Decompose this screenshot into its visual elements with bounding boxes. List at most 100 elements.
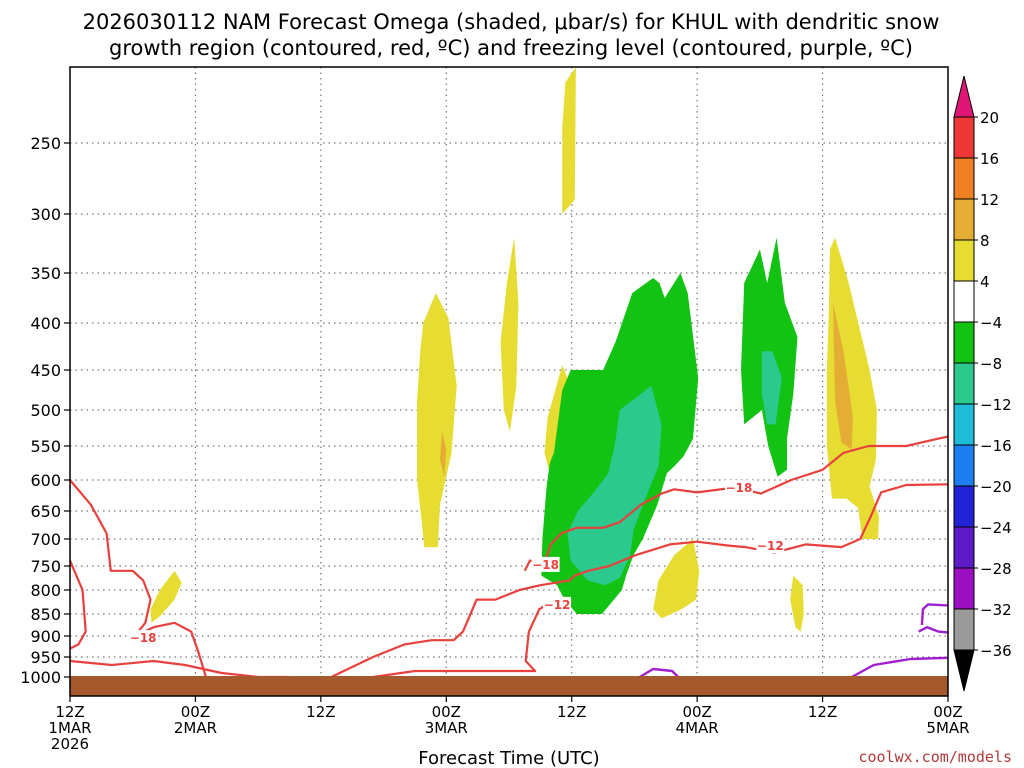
xtick-label: 2026 (51, 735, 89, 753)
ytick-label: 900 (30, 627, 61, 646)
contour-label: −12 (544, 598, 571, 612)
colorbar-top-arrow (953, 75, 975, 118)
xtick-label: 12Z (306, 703, 335, 721)
xtick-label: 00Z (682, 703, 711, 721)
dendritic-contour-6 (372, 604, 547, 679)
x-axis-title: Forecast Time (UTC) (418, 748, 599, 768)
xtick-label: 00Z (432, 703, 461, 721)
dendritic-contour-3 (70, 560, 87, 650)
xtick-label: 1MAR (48, 719, 91, 737)
colorbar-swatch (953, 608, 975, 651)
xtick-label: 12Z (557, 703, 586, 721)
colorbar-label: −4 (980, 314, 1002, 332)
chart-title-line2: growth region (contoured, red, ºC) and f… (109, 36, 913, 60)
contour-label: −12 (757, 539, 784, 553)
ytick-label: 350 (30, 264, 61, 283)
colorbar-swatch (953, 116, 975, 159)
freezing-contour-2 (918, 626, 948, 634)
colorbar-label: −12 (980, 396, 1012, 414)
ytick-label: 600 (30, 471, 61, 490)
colorbar-label: 8 (980, 232, 990, 250)
colorbar-label: −24 (980, 519, 1012, 537)
colorbar-label: −28 (980, 560, 1012, 578)
temperature-contours (70, 435, 948, 679)
contour-label-bg (756, 538, 785, 554)
ytick-label: 550 (30, 437, 61, 456)
dendritic-contour-0 (70, 479, 152, 637)
xtick-label: 00Z (181, 703, 210, 721)
omega-region-3 (562, 67, 576, 214)
contour-labels: −18 −18 −12 −18 −12 (129, 480, 785, 646)
xtick-label: 12Z (55, 703, 84, 721)
ytick-label: 800 (30, 581, 61, 600)
ytick-label: 300 (30, 205, 61, 224)
colorbar-label: −20 (980, 478, 1012, 496)
omega-region-7 (567, 386, 662, 586)
colorbar-swatch (953, 280, 975, 323)
xtick-label: 2MAR (174, 719, 217, 737)
plot-frame (69, 66, 949, 697)
ytick-label: 750 (30, 557, 61, 576)
credit-text: coolwx.com/models (858, 748, 1012, 766)
colorbar-swatch (953, 198, 975, 241)
dendritic-contour-1 (134, 621, 207, 678)
ytick-label: 400 (30, 314, 61, 333)
chart-title-line1: 2026030112 NAM Forecast Omega (shaded, μ… (83, 10, 940, 34)
ytick-label: 950 (30, 648, 61, 667)
ytick-label: 850 (30, 605, 61, 624)
colorbar: 20 16 12 8 4 −4 −8 −12 −16 −20 −24 −28 −32 −36 (953, 75, 1012, 692)
xtick-label: 3MAR (425, 719, 468, 737)
contour-label-bg (129, 630, 158, 646)
omega-region-11 (833, 303, 853, 450)
colorbar-swatch (953, 239, 975, 282)
colorbar-label: 16 (980, 150, 999, 168)
colorbar-label: −16 (980, 437, 1012, 455)
xtick-label: 00Z (933, 703, 962, 721)
dendritic-contour-2 (523, 435, 948, 572)
colorbar-swatch (953, 403, 975, 446)
ytick-label: 500 (30, 401, 61, 420)
ytick-label: 450 (30, 361, 61, 380)
colorbar-label: 12 (980, 191, 999, 209)
omega-region-5 (150, 570, 182, 623)
colorbar-swatch (953, 526, 975, 569)
colorbar-label: −36 (980, 642, 1012, 660)
colorbar-label: 20 (980, 109, 999, 127)
omega-region-10 (826, 237, 879, 539)
y-axis-ticks: 250 300 350 400 450 500 550 600 650 700 750 800 850 9… (20, 134, 70, 687)
colorbar-label: −32 (980, 601, 1012, 619)
colorbar-swatch (953, 567, 975, 610)
freezing-contour-0 (639, 667, 680, 679)
ytick-label: 1000 (20, 668, 61, 687)
colorbar-swatch (953, 321, 975, 364)
colorbar-bottom-arrow (953, 649, 975, 692)
contour-label: −18 (130, 631, 157, 645)
dendritic-contour-4 (70, 659, 290, 679)
dendritic-contour-5 (330, 483, 948, 678)
omega-region-1 (440, 431, 447, 477)
xtick-label: 4MAR (676, 719, 719, 737)
ytick-label: 650 (30, 502, 61, 521)
contour-label: −18 (532, 558, 559, 572)
contour-label-bg (543, 596, 572, 612)
terrain-band (70, 676, 948, 696)
colorbar-label: 4 (980, 273, 990, 291)
ytick-label: 250 (30, 134, 61, 153)
colorbar-swatch (953, 157, 975, 200)
contour-label-bg (531, 556, 560, 572)
xtick-label: 5MAR (926, 719, 969, 737)
omega-region-9 (761, 351, 782, 425)
xtick-label: 12Z (808, 703, 837, 721)
contour-label: −18 (726, 481, 753, 495)
freezing-contour-3 (920, 603, 948, 626)
omega-region-2 (500, 237, 519, 432)
contour-label-bg (724, 480, 753, 496)
colorbar-swatch (953, 444, 975, 487)
colorbar-swatch (953, 485, 975, 528)
omega-region-0 (417, 293, 457, 548)
colorbar-swatch (953, 362, 975, 405)
ytick-label: 700 (30, 530, 61, 549)
colorbar-label: −8 (980, 355, 1002, 373)
